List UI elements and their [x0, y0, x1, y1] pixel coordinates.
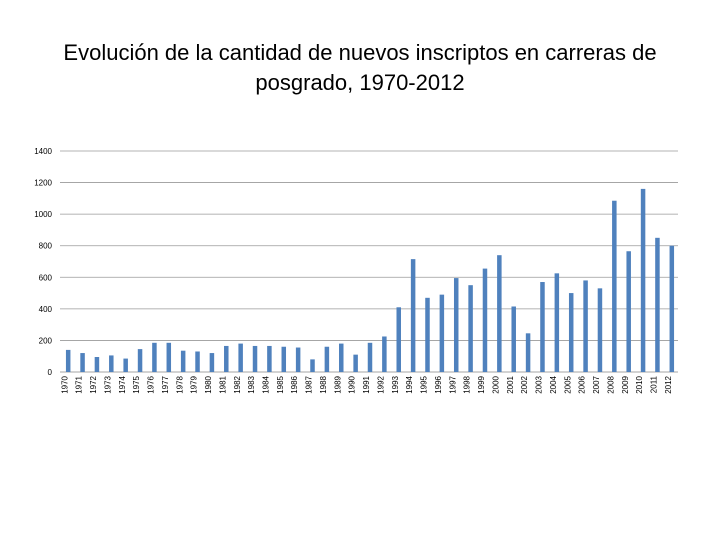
- bar: [453, 278, 459, 372]
- bar: [626, 251, 631, 372]
- bar: [439, 294, 445, 372]
- x-tick-label: 1985: [276, 375, 285, 393]
- bar: [224, 345, 229, 372]
- bar: [554, 273, 560, 372]
- bar: [238, 343, 243, 372]
- x-tick-label: 1988: [319, 375, 328, 393]
- x-tick-label: 2003: [535, 375, 544, 393]
- x-tick-label: 1990: [348, 375, 357, 393]
- x-tick-label: 2012: [664, 375, 673, 393]
- x-tick-label: 1984: [262, 375, 271, 393]
- bar: [353, 354, 358, 372]
- y-tick-label: 600: [39, 273, 53, 282]
- x-tick-label: 2001: [506, 375, 515, 393]
- y-tick-label: 200: [39, 336, 53, 345]
- x-tick-label: 2011: [650, 375, 659, 393]
- x-tick-label: 1989: [333, 375, 342, 393]
- x-tick-label: 1987: [305, 375, 314, 393]
- x-tick-label: 1972: [89, 375, 98, 393]
- x-tick-label: 1997: [448, 375, 457, 393]
- bar: [281, 346, 287, 372]
- bar: [324, 346, 330, 372]
- x-tick-label: 1978: [175, 375, 184, 393]
- y-tick-label: 400: [39, 305, 53, 314]
- bar: [568, 293, 574, 372]
- bar: [195, 351, 200, 372]
- x-tick-label: 1980: [204, 375, 213, 393]
- x-tick-label: 2010: [635, 375, 644, 393]
- x-tick-label: 1977: [161, 375, 170, 393]
- bar: [655, 237, 660, 372]
- bar: [583, 280, 588, 372]
- x-tick-label: 1983: [247, 375, 256, 393]
- bar: [540, 282, 545, 372]
- x-tick-label: 1986: [290, 375, 299, 393]
- x-tick-label: 1998: [463, 375, 472, 393]
- x-tick-label: 1999: [477, 375, 486, 393]
- bar: [65, 349, 71, 372]
- x-tick-label: 1979: [190, 375, 199, 393]
- x-tick-label: 1973: [103, 375, 112, 393]
- x-tick-label: 2000: [491, 375, 500, 393]
- x-tick-label: 1970: [60, 375, 69, 393]
- x-tick-label: 1975: [132, 375, 141, 393]
- x-tick-label: 1982: [233, 375, 242, 393]
- bar: [310, 359, 315, 372]
- bar: [511, 306, 516, 372]
- x-tick-label: 1992: [376, 375, 385, 393]
- bar: [382, 336, 387, 372]
- x-tick-label: 1974: [118, 375, 127, 393]
- y-tick-label: 0: [48, 368, 53, 377]
- bar: [669, 245, 675, 372]
- x-tick-label: 1991: [362, 375, 371, 393]
- bar: [612, 200, 617, 372]
- bar: [497, 255, 502, 372]
- y-tick-label: 1400: [34, 147, 52, 156]
- y-tick-label: 1000: [34, 210, 52, 219]
- x-tick-label: 2008: [606, 375, 615, 393]
- x-tick-label: 2004: [549, 375, 558, 393]
- x-tick-label: 2005: [563, 375, 572, 393]
- x-tick-label: 1996: [434, 375, 443, 393]
- bar: [425, 297, 430, 372]
- x-tick-label: 1971: [75, 375, 84, 393]
- bar: [152, 342, 157, 372]
- bar: [468, 285, 473, 372]
- bar: [640, 188, 646, 372]
- bar: [410, 259, 416, 372]
- bar: [267, 345, 272, 372]
- x-tick-label: 1995: [420, 375, 429, 393]
- chart-title: Evolución de la cantidad de nuevos inscr…: [63, 40, 657, 95]
- bar: [396, 307, 401, 372]
- bar: [137, 349, 143, 372]
- bar: [252, 345, 258, 372]
- x-tick-label: 1994: [405, 375, 414, 393]
- bar: [525, 333, 531, 372]
- bar: [209, 353, 215, 372]
- bar: [109, 355, 114, 372]
- x-tick-label: 1976: [147, 375, 156, 393]
- bar: [80, 353, 85, 372]
- x-tick-label: 2002: [520, 375, 529, 393]
- bar: [482, 268, 488, 372]
- bar: [339, 343, 344, 372]
- x-tick-label: 2006: [578, 375, 587, 393]
- y-tick-label: 1200: [34, 179, 52, 188]
- bar: [123, 358, 128, 372]
- y-tick-label: 800: [39, 242, 53, 251]
- bar: [295, 347, 301, 372]
- x-tick-label: 1993: [391, 375, 400, 393]
- x-tick-label: 2009: [621, 375, 630, 393]
- x-tick-label: 1981: [218, 375, 227, 393]
- bar: [166, 342, 172, 372]
- bar: [180, 350, 186, 372]
- bar: [367, 342, 373, 372]
- x-tick-label: 2007: [592, 375, 601, 393]
- bar: [94, 357, 100, 372]
- bar: [597, 288, 603, 372]
